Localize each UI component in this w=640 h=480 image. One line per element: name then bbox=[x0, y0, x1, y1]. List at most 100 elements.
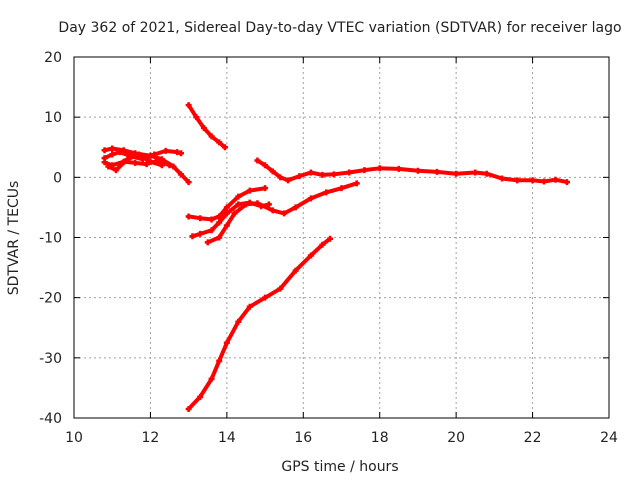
x-tick-label: 22 bbox=[524, 430, 542, 446]
data-point bbox=[246, 187, 253, 194]
data-point bbox=[147, 158, 154, 165]
data-point bbox=[185, 213, 192, 220]
data-point bbox=[307, 195, 314, 202]
data-point bbox=[216, 219, 223, 226]
data-point bbox=[277, 285, 284, 292]
data-point bbox=[269, 168, 276, 175]
data-point bbox=[254, 157, 261, 164]
data-point bbox=[563, 179, 570, 186]
data-point bbox=[178, 171, 184, 178]
data-point bbox=[109, 145, 116, 152]
data-point bbox=[330, 171, 337, 178]
data-point bbox=[132, 159, 139, 166]
data-point bbox=[376, 165, 383, 172]
data-point bbox=[254, 200, 261, 207]
data-point bbox=[216, 234, 223, 241]
data-point bbox=[292, 267, 299, 274]
data-point bbox=[109, 151, 116, 158]
data-point bbox=[231, 210, 238, 217]
data-point bbox=[208, 375, 215, 382]
x-tick-label: 18 bbox=[371, 430, 389, 446]
data-point bbox=[135, 151, 142, 158]
data-point bbox=[151, 151, 158, 158]
data-point bbox=[101, 147, 108, 154]
data-point bbox=[208, 227, 215, 234]
y-tick-label: -10 bbox=[39, 231, 62, 247]
data-point bbox=[113, 167, 120, 174]
data-point bbox=[143, 161, 150, 168]
x-tick-label: 16 bbox=[294, 430, 312, 446]
data-point bbox=[185, 179, 192, 186]
data-point bbox=[185, 102, 192, 109]
data-point bbox=[197, 393, 204, 400]
x-tick-label: 12 bbox=[142, 430, 160, 446]
data-point bbox=[101, 159, 108, 166]
data-point bbox=[235, 201, 242, 208]
data-point bbox=[514, 177, 521, 184]
data-point bbox=[200, 124, 207, 131]
x-tick-label: 20 bbox=[447, 430, 465, 446]
data-point bbox=[197, 215, 204, 222]
axis-ticks: 10 12 14 16 18 20 22 24 -40 -30 -20 -10 0 10 20 bbox=[39, 50, 618, 446]
data-point bbox=[235, 193, 242, 200]
x-tick-label: 14 bbox=[218, 430, 236, 446]
x-axis-label: GPS time / hours bbox=[281, 459, 398, 475]
data-point bbox=[296, 173, 303, 180]
data-point bbox=[216, 357, 223, 364]
y-tick-label: 10 bbox=[44, 110, 62, 126]
data-point bbox=[434, 168, 441, 175]
chart-title: Day 362 of 2021, Sidereal Day-to-day VTE… bbox=[58, 20, 621, 36]
y-tick-label: 0 bbox=[53, 170, 62, 186]
data-point bbox=[361, 167, 368, 174]
data-point bbox=[346, 169, 353, 176]
x-tick-label: 24 bbox=[600, 430, 618, 446]
data-series bbox=[101, 102, 570, 412]
data-point bbox=[262, 294, 269, 301]
data-point bbox=[105, 163, 112, 170]
data-point bbox=[552, 176, 559, 183]
data-point bbox=[541, 178, 548, 185]
data-point bbox=[281, 210, 288, 217]
data-point bbox=[193, 114, 200, 121]
data-point bbox=[327, 235, 334, 242]
x-tick-label: 10 bbox=[65, 430, 83, 446]
y-tick-label: 20 bbox=[44, 50, 62, 66]
data-point bbox=[319, 241, 326, 248]
data-point bbox=[216, 213, 223, 220]
data-point bbox=[353, 180, 360, 187]
data-point bbox=[323, 189, 330, 196]
data-point bbox=[472, 169, 479, 176]
data-point bbox=[262, 185, 269, 192]
data-point bbox=[223, 222, 230, 229]
data-point bbox=[189, 233, 196, 240]
data-point bbox=[204, 239, 211, 246]
y-tick-label: -30 bbox=[39, 351, 62, 367]
data-point bbox=[166, 162, 173, 169]
y-tick-label: -40 bbox=[39, 411, 62, 427]
data-point bbox=[223, 204, 230, 211]
data-point bbox=[483, 170, 490, 177]
data-point bbox=[338, 185, 345, 192]
data-point bbox=[197, 230, 204, 237]
data-point bbox=[216, 139, 223, 146]
data-point bbox=[178, 150, 184, 157]
data-point bbox=[223, 210, 230, 217]
data-point bbox=[395, 165, 402, 172]
data-point bbox=[246, 303, 253, 310]
data-point bbox=[453, 170, 460, 177]
data-point bbox=[208, 133, 215, 140]
data-point bbox=[223, 339, 230, 346]
data-point bbox=[242, 201, 249, 208]
data-point bbox=[221, 144, 228, 151]
data-point bbox=[116, 149, 123, 156]
data-point bbox=[158, 162, 165, 169]
y-tick-label: -20 bbox=[39, 291, 62, 307]
grid bbox=[74, 57, 609, 418]
data-point bbox=[285, 177, 291, 184]
series-arc-9 bbox=[255, 158, 569, 185]
data-point bbox=[292, 204, 299, 211]
data-point bbox=[529, 177, 536, 184]
data-point bbox=[262, 162, 269, 169]
data-point bbox=[307, 252, 314, 259]
y-axis-label: SDTVAR / TECUs bbox=[6, 181, 22, 296]
